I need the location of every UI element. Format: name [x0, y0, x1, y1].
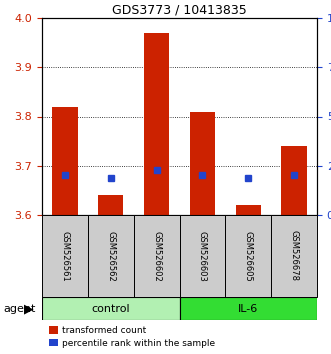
- Text: control: control: [91, 303, 130, 314]
- Text: IL-6: IL-6: [238, 303, 259, 314]
- Bar: [179, 215, 225, 297]
- Text: GSM526602: GSM526602: [152, 230, 161, 281]
- Title: GDS3773 / 10413835: GDS3773 / 10413835: [112, 4, 247, 17]
- Text: GSM526678: GSM526678: [290, 230, 299, 281]
- Bar: [190, 112, 215, 215]
- Text: GSM526603: GSM526603: [198, 230, 207, 281]
- Bar: [271, 215, 317, 297]
- Bar: [42, 297, 179, 320]
- Bar: [52, 107, 77, 215]
- Text: GSM526561: GSM526561: [61, 230, 70, 281]
- Legend: transformed count, percentile rank within the sample: transformed count, percentile rank withi…: [45, 322, 219, 352]
- Text: ▶: ▶: [24, 302, 33, 315]
- Bar: [179, 297, 317, 320]
- Bar: [281, 146, 307, 215]
- Text: GSM526605: GSM526605: [244, 230, 253, 281]
- Bar: [98, 195, 123, 215]
- Bar: [42, 215, 88, 297]
- Bar: [88, 215, 134, 297]
- Text: agent: agent: [3, 303, 36, 314]
- Text: GSM526562: GSM526562: [106, 230, 115, 281]
- Bar: [236, 205, 261, 215]
- Bar: [225, 215, 271, 297]
- Bar: [144, 33, 169, 215]
- Bar: [134, 215, 179, 297]
